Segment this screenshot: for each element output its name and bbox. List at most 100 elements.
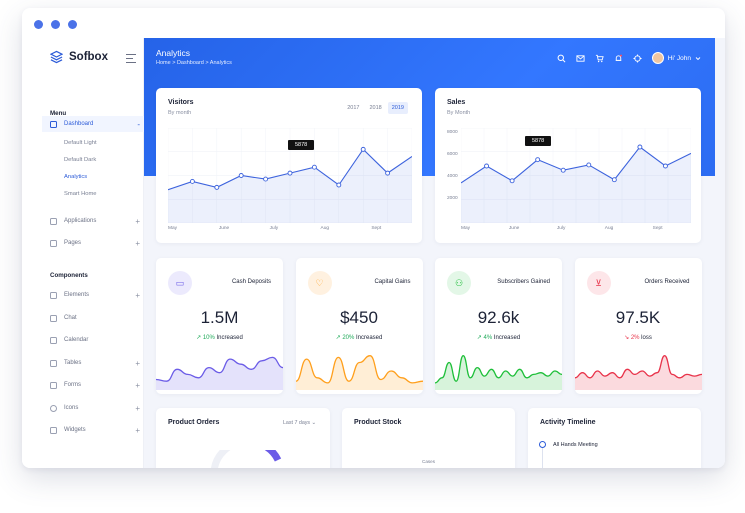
table-icon (50, 359, 57, 367)
stat-card: ▭ Cash Deposits 1.5M ↗ 10% Increased (156, 258, 283, 394)
pages-icon (50, 239, 57, 247)
change-percent: 10% (202, 335, 215, 341)
timeline-item[interactable]: All Hands Meeting (553, 442, 598, 448)
trend-up-icon: ↗ (335, 335, 343, 341)
sidebar-item-dashboard[interactable]: Dashboard - (50, 118, 144, 130)
sidebar-item-widgets[interactable]: Widgets + (50, 424, 144, 436)
card-title: Visitors (168, 99, 194, 106)
timeline-dot-icon (539, 441, 546, 448)
data-point[interactable] (263, 176, 269, 182)
sidebar-item-tables[interactable]: Tables + (50, 357, 144, 369)
stat-label: Cash Deposits (231, 279, 271, 285)
sparkline-area (435, 355, 562, 390)
data-point[interactable] (238, 173, 244, 178)
stat-change: ↗ 10% Increased (156, 334, 283, 341)
widgets-icon (50, 426, 57, 434)
data-point[interactable] (214, 184, 220, 190)
brand-name: Sofbox (69, 51, 108, 63)
logo[interactable]: Sofbox (50, 50, 108, 64)
expand-icon[interactable]: + (135, 238, 140, 248)
change-percent: 4% (483, 335, 493, 341)
series-area (461, 147, 691, 223)
sidebar-item-chat[interactable]: Chat (50, 312, 144, 324)
sidebar-subitem-analytics[interactable]: Analytics (64, 174, 88, 180)
sidebar-subitem-default-light[interactable]: Default Light (64, 140, 97, 146)
data-point[interactable] (484, 163, 490, 169)
data-point[interactable] (287, 170, 293, 176)
year-option-2019[interactable]: 2019 (387, 102, 408, 114)
sidebar-subitem-smart-home[interactable]: Smart Home (64, 191, 97, 197)
data-point[interactable] (637, 144, 643, 150)
dropdown-value: Last 7 days (282, 420, 311, 426)
year-option-2018[interactable]: 2018 (369, 105, 382, 111)
card-title: Activity Timeline (540, 419, 596, 426)
stat-label: Orders Received (644, 279, 690, 285)
sidebar-subitem-default-dark[interactable]: Default Dark (64, 157, 97, 163)
data-point[interactable] (611, 177, 617, 183)
trend-up-icon: ↗ (476, 335, 484, 341)
sidebar-item-forms[interactable]: Forms + (50, 379, 144, 391)
x-tick-label: June (218, 226, 230, 231)
bell-icon[interactable] (614, 54, 623, 63)
data-point[interactable] (586, 162, 592, 168)
year-option-2017[interactable]: 2017 (347, 105, 360, 111)
search-icon[interactable] (557, 54, 566, 63)
window-dot[interactable] (68, 20, 77, 29)
expand-icon[interactable]: + (135, 380, 140, 390)
sidebar-item-elements[interactable]: Elements + (50, 289, 144, 301)
expand-icon[interactable]: + (135, 216, 140, 226)
data-point[interactable] (360, 146, 366, 152)
card-title: Product Orders (168, 419, 220, 426)
chevron-down-icon: ⌄ (311, 420, 316, 426)
data-point[interactable] (311, 164, 317, 170)
data-point[interactable] (189, 178, 195, 184)
x-tick-label: Sept (371, 226, 382, 231)
sidebar-item-calendar[interactable]: Calendar (50, 334, 144, 346)
sidebar: Sofbox Menu Dashboard - Default Light De… (22, 38, 144, 468)
sidebar-item-pages[interactable]: Pages + (50, 237, 144, 249)
mail-icon[interactable] (576, 54, 585, 63)
donut-chart (210, 450, 282, 468)
expand-icon[interactable]: + (135, 425, 140, 435)
expand-icon[interactable]: + (135, 358, 140, 368)
data-point[interactable] (535, 157, 541, 163)
change-percent: 20% (342, 335, 355, 341)
expand-icon[interactable]: + (135, 403, 140, 413)
stat-value: 97.5K (615, 308, 661, 327)
logo-icon (50, 50, 63, 64)
heart-icon: ♡ (307, 271, 332, 295)
collapse-icon[interactable]: - (137, 119, 140, 129)
stat-change: ↗ 4% Increased (435, 334, 562, 341)
sidebar-item-applications[interactable]: Applications + (50, 215, 144, 227)
sidebar-item-icons[interactable]: Icons + (50, 402, 144, 414)
target-icon[interactable] (633, 53, 642, 63)
card-title: Sales (447, 99, 466, 106)
window-dot[interactable] (51, 20, 60, 29)
card-subtitle: By month (168, 110, 192, 116)
breadcrumb[interactable]: Home > Dashboard > Analytics (156, 60, 232, 66)
data-point[interactable] (509, 178, 515, 184)
sparkline-line (435, 355, 562, 384)
elements-icon (50, 291, 57, 299)
stat-value: 1.5M (200, 308, 239, 327)
sparkline-area (156, 357, 283, 390)
stat-value: $450 (340, 308, 378, 327)
data-point[interactable] (336, 182, 342, 188)
data-point[interactable] (385, 170, 391, 176)
sidebar-item-label: Widgets (64, 427, 86, 433)
user-menu[interactable]: Hi' John (651, 52, 701, 64)
data-point[interactable] (560, 167, 566, 173)
sparkline (435, 355, 562, 390)
cart-icon[interactable] (595, 54, 604, 63)
sparkline-line (574, 355, 702, 379)
expand-icon[interactable]: + (135, 290, 140, 300)
year-selector: 2017 2018 2019 (343, 102, 408, 114)
sparkline-area (295, 355, 423, 390)
window-dot[interactable] (34, 20, 43, 29)
period-dropdown[interactable]: Last 7 days ⌄ (283, 420, 316, 426)
menu-toggle-icon[interactable] (126, 54, 136, 65)
stat-label: Subscribers Gained (497, 279, 550, 285)
apps-icon (50, 217, 57, 225)
data-point[interactable] (662, 163, 668, 169)
y-tick-label: 6000 (447, 152, 458, 157)
